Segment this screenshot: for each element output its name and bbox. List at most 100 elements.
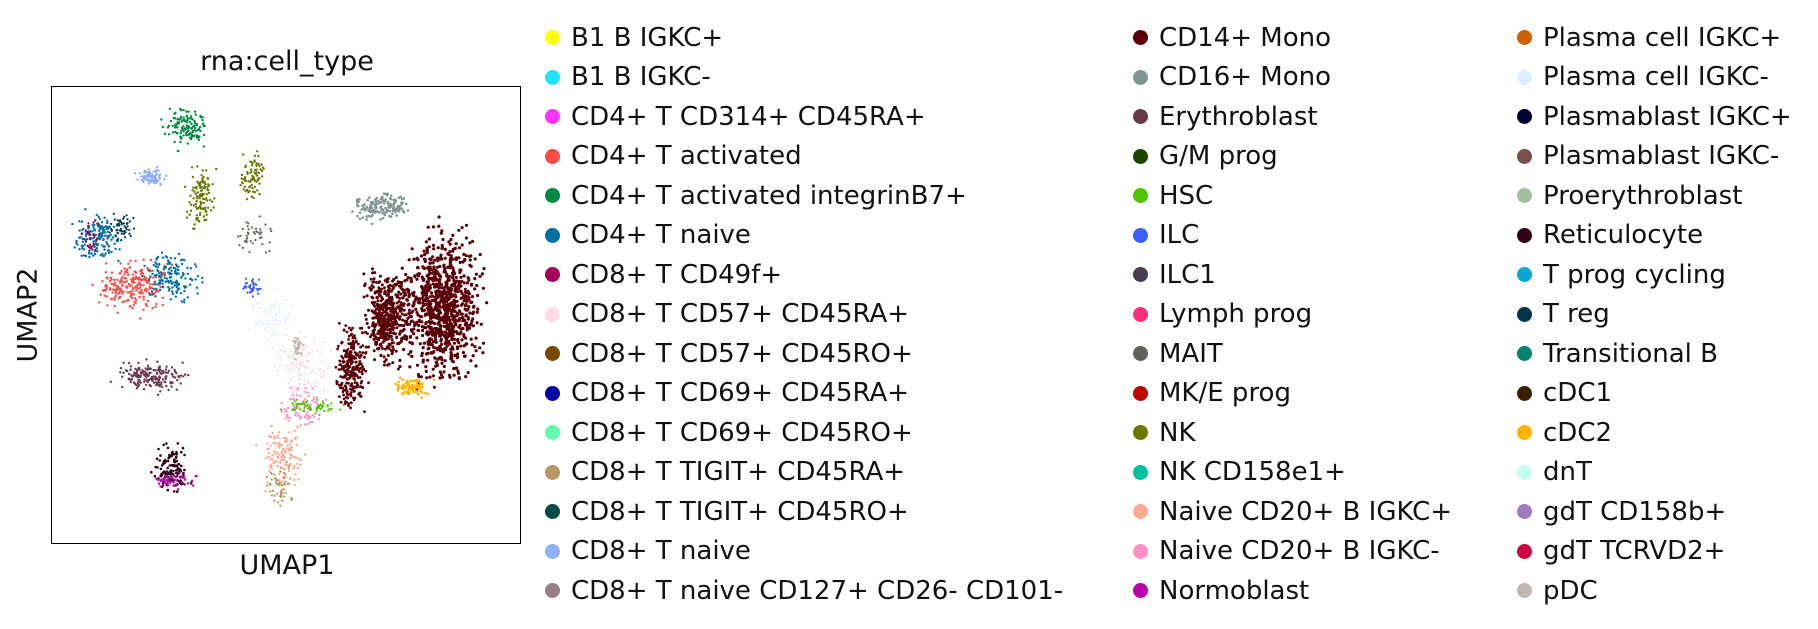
scatter-point — [326, 404, 329, 407]
scatter-point — [271, 316, 274, 319]
scatter-point — [151, 307, 154, 310]
scatter-point — [459, 280, 463, 284]
scatter-point — [138, 368, 141, 371]
scatter-point — [447, 252, 451, 257]
scatter-point — [448, 242, 452, 246]
scatter-point — [431, 340, 435, 344]
scatter-point — [140, 372, 143, 375]
scatter-point — [413, 321, 417, 325]
scatter-point — [465, 308, 469, 312]
scatter-point — [275, 312, 278, 315]
scatter-point — [259, 168, 262, 171]
scatter-point — [417, 319, 421, 323]
scatter-point — [431, 243, 436, 247]
scatter-point — [379, 294, 383, 298]
scatter-point — [159, 390, 162, 393]
scatter-point — [282, 477, 285, 480]
scatter-point — [375, 302, 379, 306]
scatter-point — [274, 318, 277, 321]
scatter-point — [144, 175, 148, 178]
scatter-point — [258, 215, 261, 218]
scatter-point — [319, 353, 322, 356]
scatter-point — [122, 300, 126, 303]
scatter-point — [274, 479, 278, 482]
scatter-point — [288, 457, 292, 460]
scatter-point — [264, 223, 267, 226]
legend-label: NK CD158e1+ — [1159, 457, 1346, 488]
scatter-point — [306, 414, 310, 417]
scatter-point — [371, 208, 375, 212]
scatter-point — [318, 413, 321, 417]
scatter-point — [131, 280, 135, 283]
scatter-point — [285, 315, 289, 318]
scatter-point — [85, 232, 88, 236]
scatter-point — [371, 321, 375, 325]
legend-marker — [545, 543, 560, 559]
scatter-point — [345, 391, 349, 395]
scatter-point — [98, 237, 101, 241]
scatter-point — [408, 379, 412, 383]
scatter-point — [432, 345, 436, 349]
legend-marker — [1133, 385, 1148, 401]
scatter-point — [351, 326, 354, 330]
scatter-point — [258, 302, 262, 305]
scatter-point — [409, 328, 413, 332]
scatter-point — [452, 298, 456, 302]
scatter-point — [366, 198, 370, 202]
legend-marker — [1517, 227, 1532, 243]
scatter-point — [311, 413, 314, 417]
scatter-point — [445, 282, 449, 286]
scatter-point — [191, 129, 194, 133]
scatter-point — [189, 136, 192, 140]
scatter-point — [283, 317, 286, 320]
scatter-point — [158, 366, 161, 369]
scatter-point — [198, 135, 201, 138]
scatter-point — [431, 225, 435, 229]
scatter-point — [450, 345, 454, 349]
scatter-point — [174, 471, 178, 475]
scatter-point — [245, 234, 248, 237]
scatter-point — [269, 457, 272, 461]
scatter-point — [290, 400, 293, 403]
scatter-point — [374, 204, 377, 207]
scatter-point — [98, 228, 101, 231]
scatter-point — [188, 201, 191, 204]
scatter-point — [358, 217, 362, 220]
scatter-point — [173, 257, 177, 260]
scatter-point — [347, 338, 350, 341]
scatter-point — [291, 390, 294, 393]
scatter-point — [246, 225, 249, 228]
scatter-point — [147, 278, 151, 281]
legend-marker — [1517, 464, 1532, 480]
scatter-point — [175, 453, 178, 456]
scatter-point — [401, 288, 405, 292]
scatter-point — [88, 243, 92, 246]
scatter-point — [167, 268, 171, 271]
scatter-point — [449, 256, 453, 260]
scatter-point — [450, 356, 454, 360]
scatter-point — [268, 307, 271, 310]
scatter-point — [449, 263, 453, 267]
scatter-point — [443, 346, 448, 350]
scatter-point — [444, 332, 448, 336]
scatter-point — [401, 384, 405, 388]
scatter-point — [289, 443, 292, 446]
scatter-point — [442, 364, 446, 369]
scatter-point — [270, 347, 274, 350]
scatter-point — [265, 456, 268, 460]
scatter-point — [367, 308, 370, 312]
scatter-point — [89, 233, 92, 237]
scatter-point — [121, 280, 124, 283]
scatter-point — [428, 343, 432, 347]
scatter-point — [132, 303, 135, 307]
scatter-point — [278, 484, 281, 487]
scatter-point — [175, 490, 179, 493]
legend-label: Plasma cell IGKC- — [1543, 62, 1769, 93]
scatter-point — [420, 320, 424, 324]
scatter-point — [277, 436, 280, 440]
scatter-point — [203, 185, 206, 188]
scatter-point — [131, 306, 134, 310]
scatter-point — [177, 462, 180, 466]
scatter-point — [387, 337, 391, 340]
scatter-point — [442, 370, 446, 374]
